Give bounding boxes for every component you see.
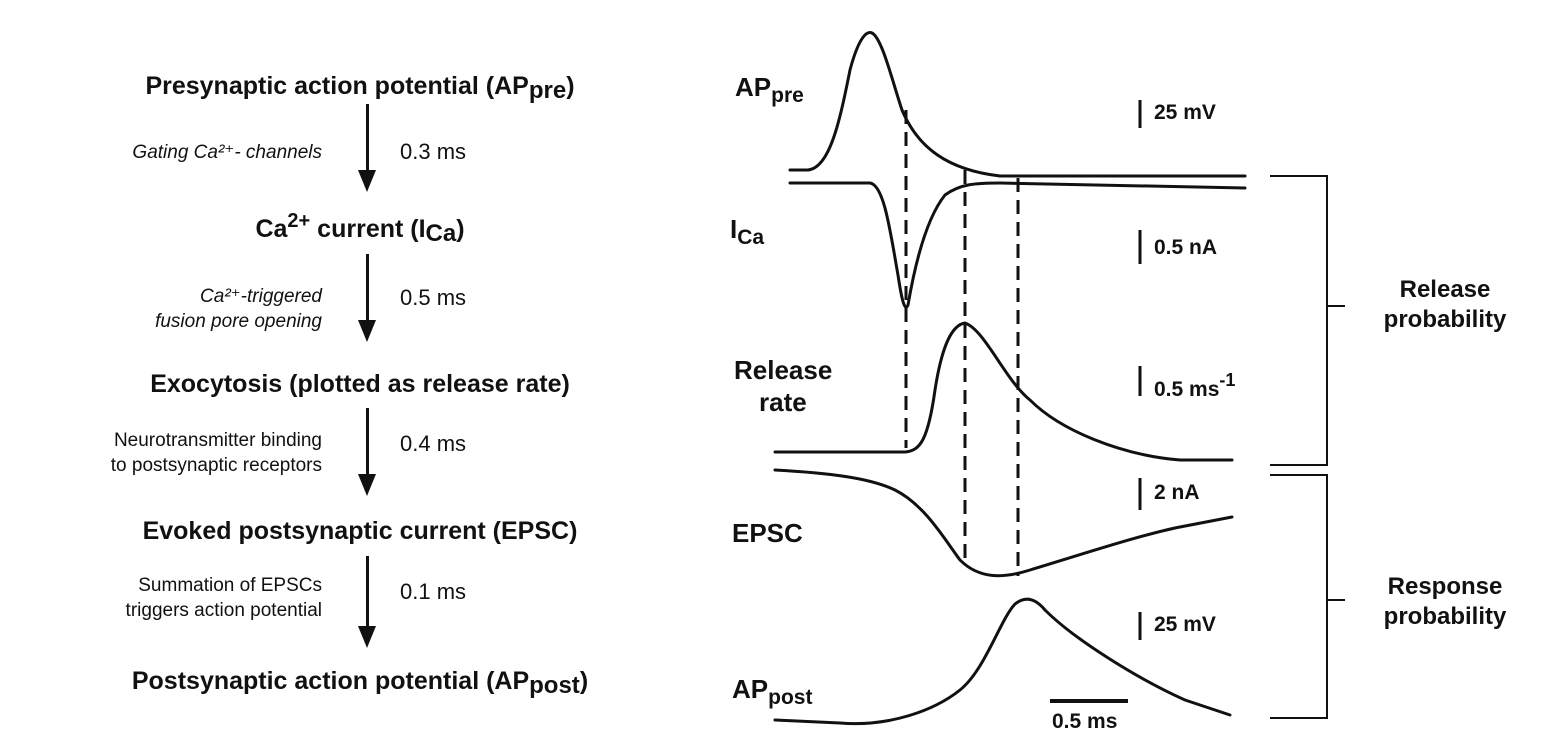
label-epsc: EPSC [732,518,803,548]
stage-text: Evoked postsynaptic current (EPSC) [142,517,578,545]
stage-tail: ) [456,215,465,243]
step-line1: Neurotransmitter binding [113,430,322,451]
ap-pre-trace [788,31,1247,178]
stage-text: Postsynaptic action potential (AP [131,667,530,695]
scale-text-sup: -1 [1219,370,1236,390]
scale-text-main: 0.5 ms [1154,378,1220,401]
stage-text: Exocytosis (plotted as release rate) [150,370,570,398]
label-ica: ICa [730,214,764,250]
bracket-line2: probability [1383,306,1507,333]
step-line1: Gating Ca²⁺- channels [132,142,322,163]
stage-subscript: Ca [425,220,457,247]
bracket-line1: Release [1399,276,1491,303]
step-summation: Summation of EPSCs triggers action poten… [0,573,322,623]
stage-tail: ) [566,72,575,100]
step-line2: to postsynaptic receptors [110,455,322,476]
label-main: I [730,214,738,244]
stage-prefix: Ca [255,215,288,243]
stage-subscript: post [529,672,580,699]
label-release-rate: Release rate [734,354,832,418]
step-neurotransmitter: Neurotransmitter binding to postsynaptic… [0,428,322,478]
stage-postsynaptic-ap: Postsynaptic action potential (APpost) [20,667,700,700]
scale-text-ap-post: 25 mV [1154,613,1216,636]
stage-exocytosis: Exocytosis (plotted as release rate) [20,370,700,399]
bracket-label-response: Response probability [1355,572,1535,632]
scale-text-time: 0.5 ms [1052,710,1118,733]
stage-presynaptic-ap: Presynaptic action potential (APpre) [20,72,700,105]
stage-superscript: 2+ [287,210,311,232]
epsc-trace [773,468,1234,578]
bracket-line1: Response [1387,573,1503,600]
bracket-response [1270,474,1345,719]
scale-text-ica: 0.5 nA [1154,236,1218,259]
ap-post-trace [773,597,1232,726]
step-duration: 0.5 ms [400,285,467,310]
label-main: AP [732,674,769,704]
label-ap-pre: APpre [735,72,804,108]
step-fusion-pore: Ca²⁺-triggered fusion pore opening [0,284,322,334]
step-duration: 0.3 ms [400,139,467,164]
scale-text-release: 0.5 ms-1 [1154,370,1235,402]
scale-text-epsc: 2 nA [1154,481,1200,504]
label-line1: Release [734,355,833,385]
step-duration: 0.4 ms [400,431,467,456]
bracket-release [1270,175,1345,466]
release-rate-trace [773,321,1234,462]
step-line1: Ca²⁺-triggered [200,286,322,307]
label-sub: Ca [737,226,765,249]
step-gating-ca: Gating Ca²⁺- channels [0,140,322,165]
stage-epsc: Evoked postsynaptic current (EPSC) [20,517,700,546]
step-line2: fusion pore opening [155,311,322,332]
stage-text: current (I [310,215,426,243]
stage-tail: ) [579,667,589,695]
label-line2: rate [759,387,807,417]
step-duration: 0.1 ms [400,579,467,604]
stage-ca-current: Ca2+ current (ICa) [20,210,700,248]
label-main: AP [735,72,772,102]
step-line2: triggers action potential [125,600,322,621]
scale-text-ap-pre: 25 mV [1154,101,1216,124]
stage-text: Presynaptic action potential (AP [145,72,529,100]
bracket-line2: probability [1383,603,1507,630]
stage-subscript: pre [528,77,567,104]
step-line1: Summation of EPSCs [138,575,322,596]
ica-trace [788,181,1247,309]
label-ap-post: APpost [732,674,812,710]
label-sub: post [768,686,813,709]
label-sub: pre [771,84,804,107]
bracket-label-release: Release probability [1355,275,1535,335]
